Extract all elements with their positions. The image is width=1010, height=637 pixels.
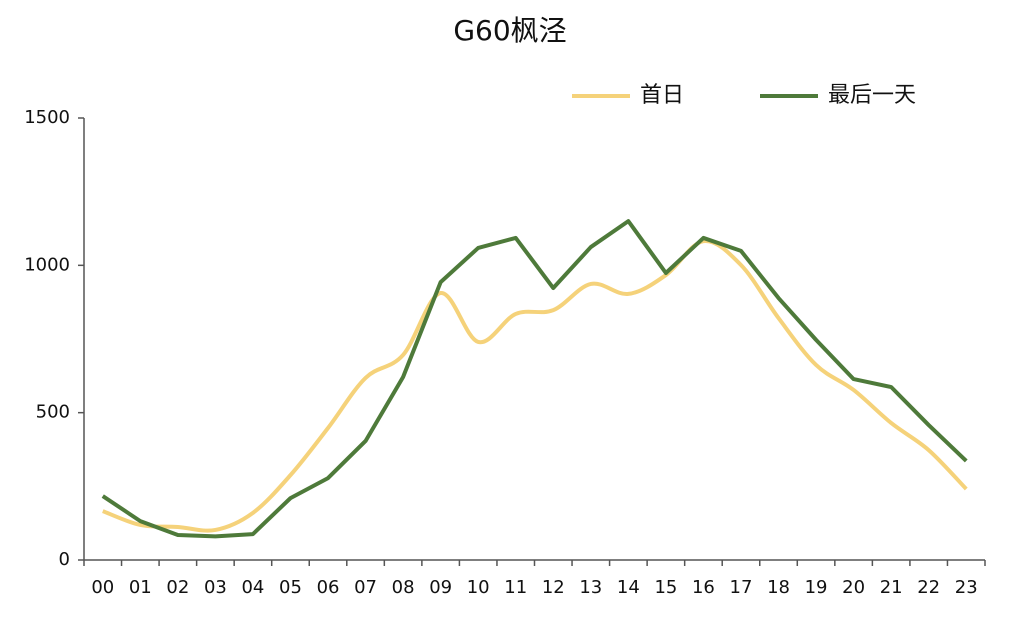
x-tick-label: 18 [767, 577, 790, 598]
x-tick-label: 12 [542, 577, 565, 598]
x-tick-label: 16 [692, 577, 715, 598]
y-tick-label: 0 [59, 549, 70, 570]
x-tick-label: 19 [805, 577, 828, 598]
x-tick-label: 21 [880, 577, 903, 598]
y-tick-label: 1000 [24, 254, 70, 275]
x-tick-label: 17 [730, 577, 753, 598]
x-tick-label: 09 [429, 577, 452, 598]
legend-label: 最后一天 [828, 83, 916, 108]
x-tick-label: 00 [91, 577, 114, 598]
x-tick-label: 01 [129, 577, 152, 598]
x-tick-label: 20 [842, 577, 865, 598]
x-tick-label: 15 [654, 577, 677, 598]
x-tick-label: 13 [579, 577, 602, 598]
x-tick-label: 02 [166, 577, 189, 598]
y-tick-label: 1500 [24, 107, 70, 128]
x-tick-label: 03 [204, 577, 227, 598]
x-tick-label: 05 [279, 577, 302, 598]
x-tick-label: 10 [467, 577, 490, 598]
chart-title: G60枫泾 [453, 14, 566, 47]
x-tick-label: 06 [317, 577, 340, 598]
line-series [102, 239, 968, 533]
x-tick-label: 22 [917, 577, 940, 598]
x-tick-label: 14 [617, 577, 640, 598]
legend-label: 首日 [640, 83, 684, 108]
x-tick-label: 08 [392, 577, 415, 598]
x-tick-label: 11 [504, 577, 527, 598]
x-tick-label: 23 [955, 577, 978, 598]
line-series [101, 219, 968, 539]
x-tick-label: 07 [354, 577, 377, 598]
y-tick-label: 500 [36, 402, 70, 423]
x-tick-label: 04 [241, 577, 264, 598]
